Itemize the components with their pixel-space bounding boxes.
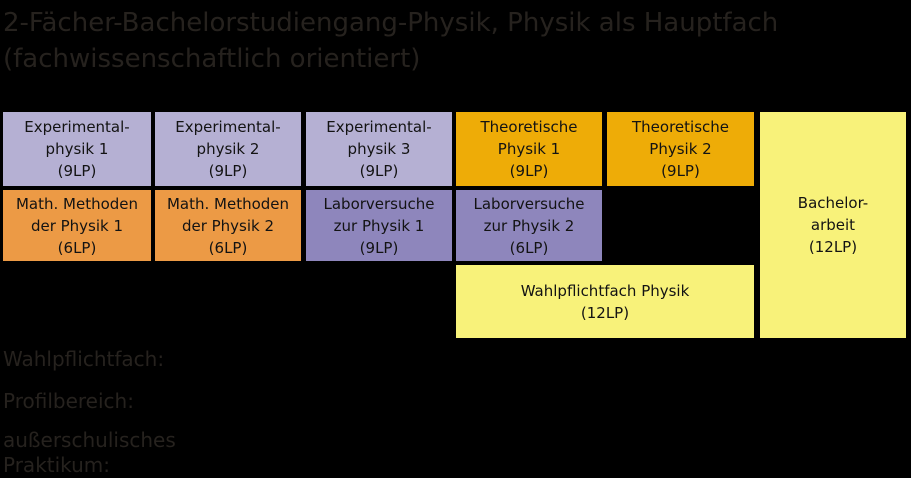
course-box-laborversuche-2: Laborversuche zur Physik 2 (6LP) [456,190,602,261]
course-box-experimentalphysik-3: Experimental- physik 3 (9LP) [306,112,452,186]
label-wahlpflichtfach: Wahlpflichtfach: [3,347,165,371]
course-box-math-methoden-1: Math. Methoden der Physik 1 (6LP) [3,190,151,261]
course-box-bachelorarbeit: Bachelor- arbeit (12LP) [760,112,906,338]
label-ausserschulisches-praktikum: außerschulisches Praktikum: [3,428,176,477]
page-title: 2-Fächer-Bachelorstudiengang-Physik, Phy… [3,8,779,74]
course-box-laborversuche-1: Laborversuche zur Physik 1 (9LP) [306,190,452,261]
course-box-experimentalphysik-2: Experimental- physik 2 (9LP) [155,112,301,186]
course-box-theoretische-physik-2: Theoretische Physik 2 (9LP) [607,112,754,186]
course-box-experimentalphysik-1: Experimental- physik 1 (9LP) [3,112,151,186]
course-box-theoretische-physik-1: Theoretische Physik 1 (9LP) [456,112,602,186]
label-profilbereich: Profilbereich: [3,389,134,413]
course-box-math-methoden-2: Math. Methoden der Physik 2 (6LP) [155,190,301,261]
course-box-wahlpflichtfach-physik: Wahlpflichtfach Physik (12LP) [456,265,754,338]
